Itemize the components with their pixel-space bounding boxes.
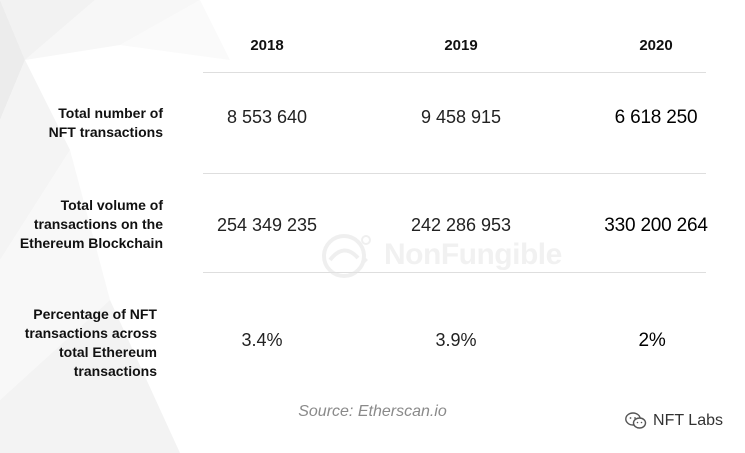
brand-text: NFT Labs bbox=[653, 412, 723, 429]
col-header-2018: 2018 bbox=[250, 37, 284, 54]
row-divider bbox=[203, 173, 706, 174]
row-label-line: transactions bbox=[73, 363, 157, 379]
table-cell: 3.9% bbox=[435, 330, 477, 350]
row-label-line: total Ethereum bbox=[58, 344, 157, 360]
wechat-icon bbox=[625, 412, 647, 429]
table-cell: 3.4% bbox=[241, 330, 283, 350]
watermark-text: NonFungible bbox=[384, 238, 562, 271]
table-cell: 6 618 250 bbox=[614, 107, 698, 128]
table-cell: 330 200 264 bbox=[604, 215, 708, 236]
row-label-line: NFT transactions bbox=[48, 124, 163, 140]
table-cell: 9 458 915 bbox=[420, 107, 502, 127]
row-label-line: Ethereum Blockchain bbox=[19, 235, 163, 251]
table-cell: 8 553 640 bbox=[226, 107, 308, 127]
row-label-line: Percentage of NFT bbox=[33, 306, 157, 322]
source-note: Source: Etherscan.io bbox=[298, 403, 447, 420]
row-label-nft-transactions: Total number of NFT transactions bbox=[49, 104, 163, 142]
col-header-2020: 2020 bbox=[639, 37, 673, 54]
row-divider bbox=[203, 72, 706, 73]
watermark: NonFungible bbox=[322, 230, 562, 280]
table-cell: 242 286 953 bbox=[410, 215, 512, 235]
row-label-line: transactions across bbox=[24, 325, 157, 341]
row-label-total-volume: Total volume of transactions on the Ethe… bbox=[20, 196, 163, 253]
nonfungible-logo-icon bbox=[322, 234, 371, 278]
row-label-line: Total number of bbox=[58, 105, 163, 121]
row-divider bbox=[203, 272, 706, 273]
row-label-line: transactions on the bbox=[33, 216, 163, 232]
brand: NFT Labs bbox=[625, 412, 723, 430]
table-cell: 254 349 235 bbox=[216, 215, 318, 235]
col-header-2019: 2019 bbox=[444, 37, 478, 54]
table-cell: 2% bbox=[638, 330, 666, 351]
row-label-percentage: Percentage of NFT transactions across to… bbox=[25, 305, 157, 381]
row-label-line: Total volume of bbox=[60, 197, 163, 213]
